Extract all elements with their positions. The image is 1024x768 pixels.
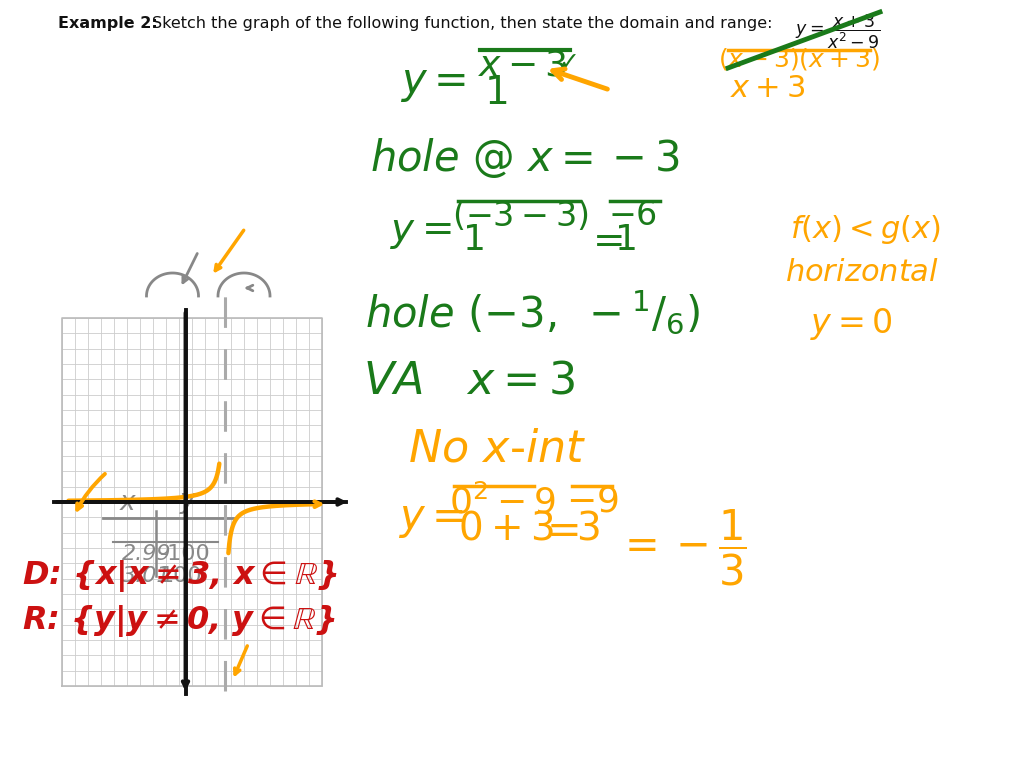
- Text: $f(x) < g(x)$: $f(x) < g(x)$: [790, 213, 941, 246]
- Text: $hole\ @\ x=-3$: $hole\ @\ x=-3$: [370, 136, 680, 180]
- Text: $horizontal$: $horizontal$: [785, 258, 939, 287]
- Text: $hole\ (-3,\ -^1/_6)$: $hole\ (-3,\ -^1/_6)$: [365, 288, 700, 336]
- Text: $y$: $y$: [179, 490, 198, 516]
- Text: $(-3-3)$: $(-3-3)$: [452, 199, 589, 233]
- Text: $x$: $x$: [119, 490, 137, 516]
- Text: $(x-3)(x+3)$: $(x-3)(x+3)$: [718, 46, 880, 72]
- Text: $No\ x\text{-}int$: $No\ x\text{-}int$: [408, 428, 587, 471]
- Text: $0^2-9$: $0^2-9$: [449, 484, 556, 520]
- Text: $y=$: $y=$: [398, 498, 464, 540]
- Text: $0+3$: $0+3$: [458, 510, 554, 548]
- Text: $x-3$: $x-3$: [478, 48, 567, 82]
- Text: $y=0$: $y=0$: [810, 306, 893, 342]
- Text: $1$: $1$: [614, 223, 636, 257]
- Text: $=$: $=$: [538, 508, 579, 550]
- Text: $y = \dfrac{x+3}{x^2-9}$: $y = \dfrac{x+3}{x^2-9}$: [795, 12, 881, 51]
- Text: R: {y|y$\neq$0, y$\in\mathbb{R}$}: R: {y|y$\neq$0, y$\in\mathbb{R}$}: [22, 603, 336, 639]
- Text: $-6$: $-6$: [608, 199, 657, 232]
- Text: $y=$: $y=$: [400, 62, 466, 104]
- Text: $3$: $3$: [575, 510, 600, 548]
- Text: 100: 100: [160, 566, 203, 586]
- Text: -100: -100: [160, 544, 211, 564]
- Text: $1$: $1$: [462, 223, 483, 257]
- Text: $-9$: $-9$: [566, 484, 618, 518]
- Text: 3.01: 3.01: [122, 566, 171, 586]
- Text: $VA\ \ \ x=3$: $VA\ \ \ x=3$: [362, 360, 574, 403]
- Text: $=-\dfrac{1}{3}$: $=-\dfrac{1}{3}$: [616, 508, 746, 588]
- Text: 2.99: 2.99: [122, 544, 171, 564]
- Text: $x+3$: $x+3$: [730, 74, 805, 103]
- Text: Example 2:: Example 2:: [58, 16, 158, 31]
- Text: $y=$: $y=$: [390, 213, 452, 251]
- Text: D: {x|x$\neq$3, x$\in\mathbb{R}$}: D: {x|x$\neq$3, x$\in\mathbb{R}$}: [22, 558, 338, 594]
- Text: Sketch the graph of the following function, then state the domain and range:: Sketch the graph of the following functi…: [152, 16, 772, 31]
- Text: $=$: $=$: [585, 221, 623, 259]
- Text: $1$: $1$: [484, 74, 507, 112]
- Text: $\checkmark$: $\checkmark$: [558, 50, 577, 74]
